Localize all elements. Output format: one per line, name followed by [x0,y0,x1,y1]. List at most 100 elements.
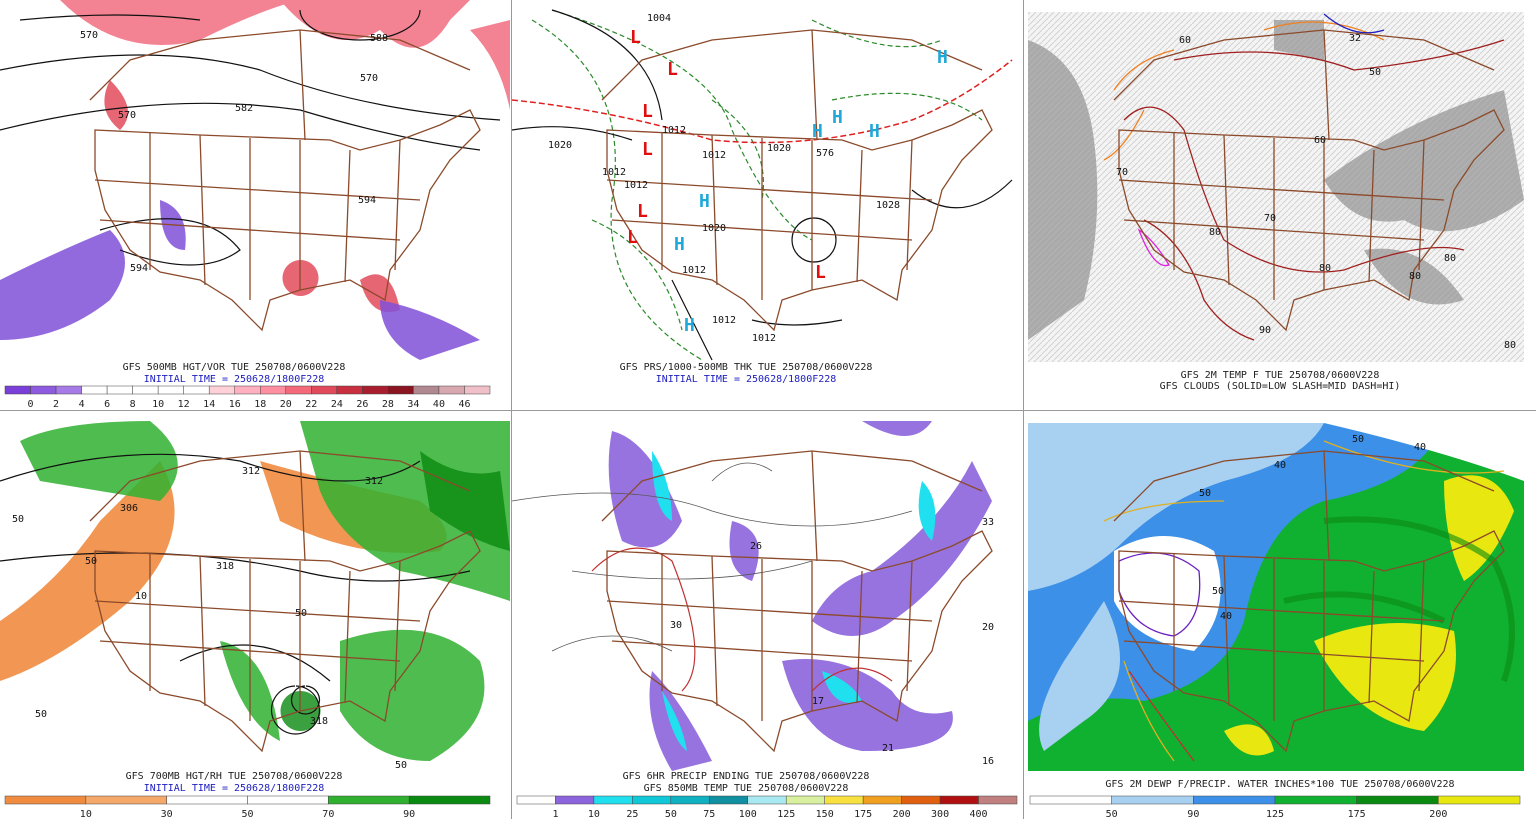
contour-label: 70 [1264,213,1276,224]
contour-label: 50 [12,514,24,525]
colorbar-cell [824,795,864,805]
colorbar-cell [285,385,312,395]
colorbar-cell [709,795,749,805]
contour-label: 32 [1349,33,1361,44]
colorbar-label: 25 [626,809,638,819]
colorbar-cell [464,385,491,395]
colorbar-label: 125 [777,809,795,819]
contour-label: 50 [1352,434,1364,445]
colorbar: 50 90 125 175 200 [1029,795,1521,820]
panel: 312 306 318 312 50 50 50 50 10 318 50 GF… [0,421,510,820]
colorbar-label: 26 [356,399,368,410]
colorbar-label: 10 [588,809,600,819]
colorbar-label: 75 [703,809,715,819]
panel: 33 26 20 17 21 16 30 GFS 6HR PRECIP ENDI… [511,421,1018,820]
low-center: L [627,227,638,248]
contour-label: 1020 [702,223,726,234]
low-center: L [815,262,826,283]
colorbar-cell [408,795,491,805]
colorbar-label: 1 [552,809,558,819]
contour-label: 1004 [647,13,671,24]
colorbar-cell [632,795,672,805]
panel: 50 40 40 50 50 40 GFS 2M DEWP F/PRECIP. … [1028,423,1524,820]
panel: 32 50 60 60 70 70 80 80 80 80 90 80 GFS … [1028,12,1524,392]
colorbar-cell [387,385,414,395]
colorbar-cell [260,385,287,395]
initial-time: INITIAL TIME = 250628/1800F228 [144,374,325,385]
contour-label: 80 [1409,271,1421,282]
colorbar-label: 14 [203,399,215,410]
contour-label: 588 [370,33,388,44]
colorbar-label: 90 [403,809,415,819]
colorbar-label: 46 [458,399,470,410]
contour-label: 1020 [767,143,791,154]
contour-label: 570 [360,73,378,84]
contour-label: 50 [1212,586,1224,597]
contour-label: 50 [85,556,97,567]
contour-label: 594 [358,195,376,206]
low-center: L [642,101,653,122]
map [0,421,510,761]
contour-label: 16 [982,756,994,767]
colorbar-cell [85,795,167,805]
colorbar-label: 100 [739,809,757,819]
panel: 570 588 570 570 582 594 594 GFS 500MB HG… [0,0,510,410]
colorbar-cell [1274,795,1357,805]
colorbar-label: 6 [104,399,110,410]
map [0,0,510,360]
high-center: H [674,234,685,255]
colorbar: 10 30 50 70 90 [4,795,491,820]
low-center: L [642,139,653,160]
caption: GFS PRS/1000-500MB THK TUE 250708/0600V2… [620,362,873,373]
colorbar-cell [81,385,108,395]
colorbar-label: 70 [322,809,334,819]
colorbar-cell [438,385,465,395]
initial-time: INITIAL TIME = 250628/1800F228 [144,783,325,794]
contour-label: 40 [1414,442,1426,453]
colorbar-cell [901,795,941,805]
high-center: H [812,121,823,142]
colorbar-label: 20 [280,399,292,410]
map [1028,12,1524,362]
caption: GFS 500MB HGT/VOR TUE 250708/0600V228 [123,362,346,373]
contour-label: 90 [1259,325,1271,336]
colorbar-cell [362,385,389,395]
colorbar-label: 125 [1266,809,1284,819]
contour-label: 1012 [712,315,736,326]
colorbar-cell [328,795,410,805]
colorbar-cell [166,795,248,805]
colorbar-cell [1438,795,1521,805]
contour-label: 312 [365,476,383,487]
contour-label: 30 [670,620,682,631]
contour-label: 1012 [602,167,626,178]
colorbar-cell [132,385,159,395]
contour-label: 306 [120,503,138,514]
contour-label: 50 [1199,488,1211,499]
caption: GFS 2M DEWP F/PRECIP. WATER INCHES*100 T… [1105,779,1454,790]
contour-label: 21 [882,743,894,754]
contour-label: 50 [395,760,407,771]
colorbar-cell [1111,795,1194,805]
contour-label: 570 [80,30,98,41]
high-center: H [684,315,695,336]
colorbar-cell [555,795,595,805]
map [1028,423,1524,771]
contour-label: 26 [750,541,762,552]
colorbar-label: 24 [331,399,343,410]
colorbar-label: 30 [161,809,173,819]
contour-label: 17 [812,696,824,707]
contour-label: 40 [1220,611,1232,622]
colorbar-cell [4,795,87,805]
colorbar-cell [516,795,556,805]
colorbar-label: 175 [1348,809,1366,819]
contour-label: 318 [216,561,234,572]
colorbar-cell [413,385,440,395]
colorbar-cell [336,385,363,395]
map [511,9,1013,361]
contour-label: 80 [1444,253,1456,264]
colorbar-label: 300 [931,809,949,819]
colorbar-cell [30,385,57,395]
colorbar-label: 200 [1429,809,1447,819]
colorbar-label: 50 [1106,809,1118,819]
